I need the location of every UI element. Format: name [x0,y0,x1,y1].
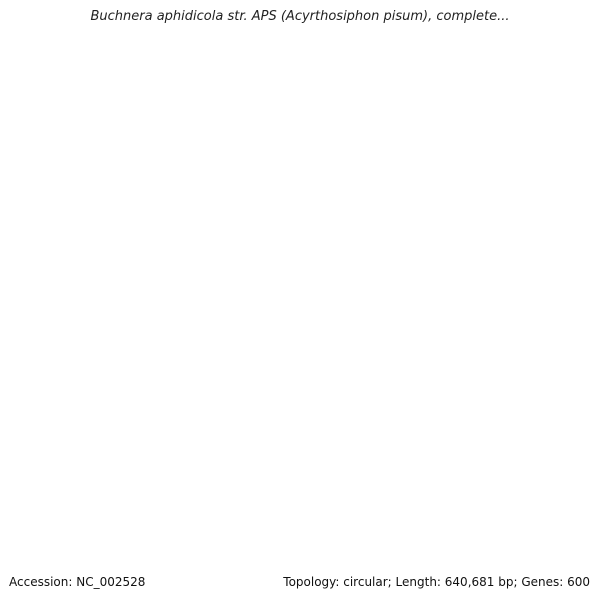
accession-text: Accession: NC_002528 [9,575,146,589]
genome-summary-text: Topology: circular; Length: 640,681 bp; … [283,575,590,589]
map-title: Buchnera aphidicola str. APS (Acyrthosip… [90,9,510,24]
